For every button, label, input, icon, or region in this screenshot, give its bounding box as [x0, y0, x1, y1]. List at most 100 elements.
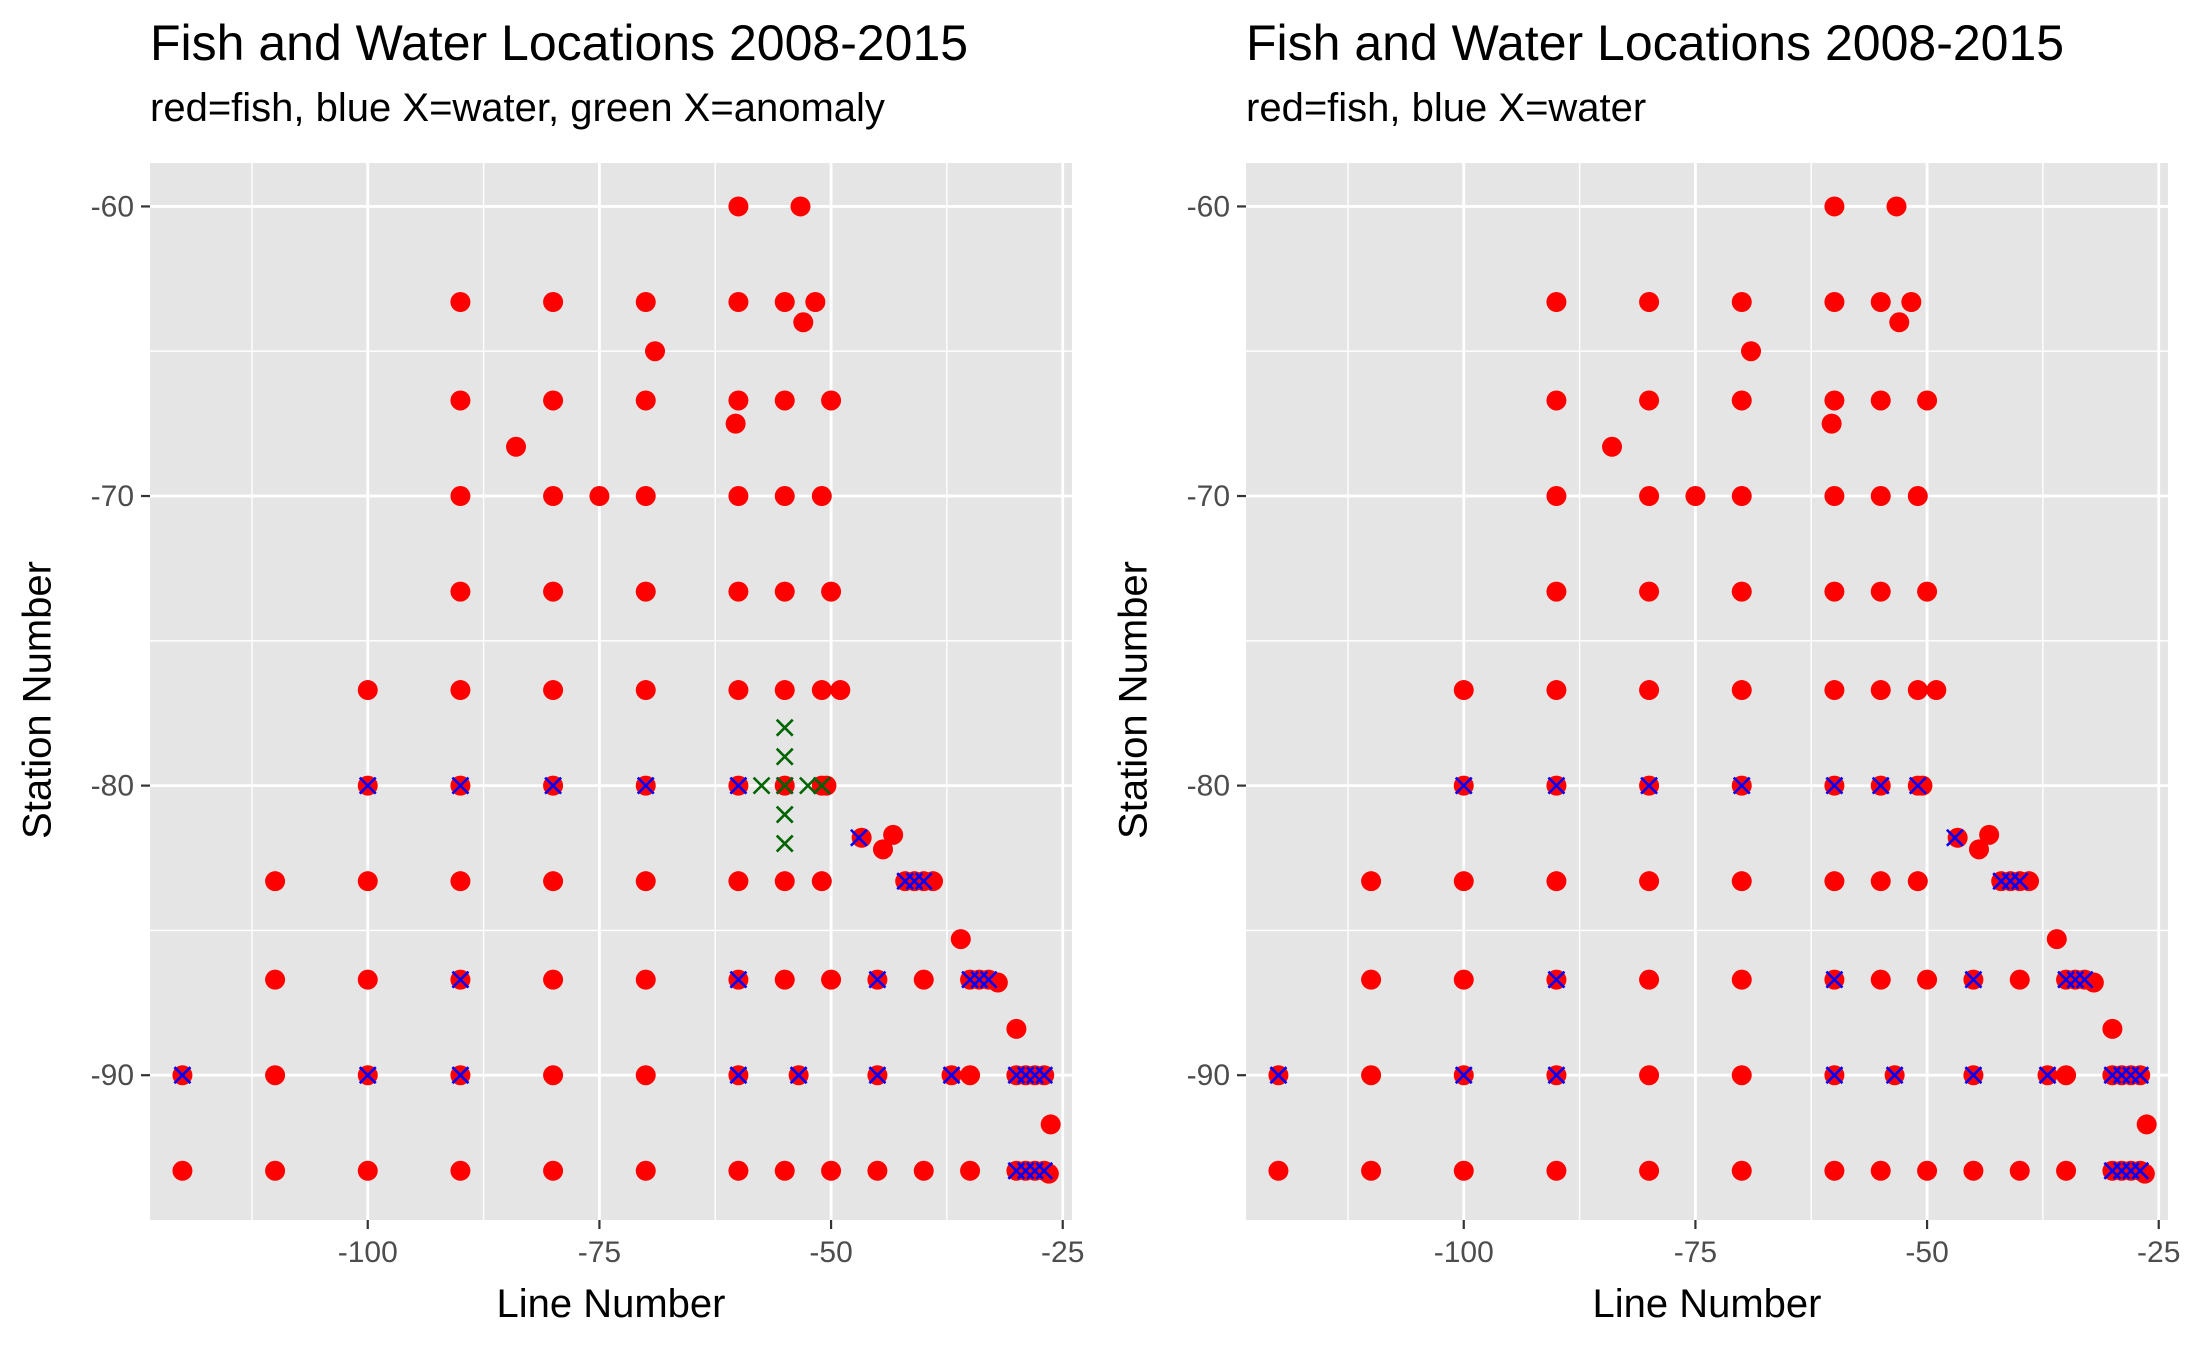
water-point	[1825, 970, 1844, 989]
water-point	[868, 1066, 887, 1085]
water-point	[2131, 1161, 2150, 1180]
fish-point	[913, 1160, 934, 1181]
fish-point	[357, 871, 378, 892]
fish-point	[805, 292, 826, 313]
fish-point	[1453, 871, 1474, 892]
fish-point	[1917, 581, 1938, 602]
water-point	[1945, 828, 1964, 847]
fish-point	[1870, 680, 1891, 701]
fish-point	[2019, 871, 2040, 892]
fish-point	[1870, 390, 1891, 411]
fish-point	[2009, 1160, 2030, 1181]
fish-point	[1821, 413, 1842, 434]
x-tick-label: -100	[1434, 1236, 1494, 1269]
fish-point	[1453, 969, 1474, 990]
water-point	[2038, 1066, 2057, 1085]
water-point	[1547, 970, 1566, 989]
fish-point	[635, 486, 656, 507]
fish-point	[1907, 871, 1928, 892]
fish-point	[1731, 390, 1752, 411]
fish-point	[506, 436, 527, 457]
x-tick-label: -50	[1905, 1236, 1948, 1269]
fish-point	[2102, 1018, 2123, 1039]
water-point	[1885, 1066, 1904, 1085]
fish-point	[635, 680, 656, 701]
fish-point	[1731, 486, 1752, 507]
fish-point	[851, 827, 872, 848]
water-point	[979, 970, 998, 989]
fish-point	[2083, 972, 2104, 993]
y-tick-label: -90	[1187, 1059, 1230, 1092]
water-point	[358, 1066, 377, 1085]
fish-point	[1639, 1160, 1660, 1181]
fish-point	[821, 581, 842, 602]
fish-point	[1963, 1160, 1984, 1181]
fish-point	[774, 581, 795, 602]
fish-point	[635, 1065, 656, 1086]
fish-point	[265, 1160, 286, 1181]
axis-ticks: -100 -75 -50 -25 -60 -70 -80 -90	[1187, 190, 2181, 1269]
fish-point	[1824, 581, 1845, 602]
fish-point	[1901, 292, 1922, 313]
fish-point	[1731, 1160, 1752, 1181]
y-tick-label: -60	[1187, 190, 1230, 223]
fish-point	[728, 680, 749, 701]
fish-point	[1639, 871, 1660, 892]
x-tick-label: -100	[338, 1236, 398, 1269]
fish-point	[1917, 390, 1938, 411]
fish-point	[543, 581, 564, 602]
y-tick-label: -60	[91, 190, 134, 223]
scatter-plot-right: -100 -75 -50 -25 -60 -70 -80 -90	[1187, 163, 2181, 1269]
x-tick-label: -75	[1674, 1236, 1717, 1269]
plot-background	[150, 163, 1072, 1220]
fish-point	[1639, 680, 1660, 701]
fish-point	[1731, 1065, 1752, 1086]
anomaly-point	[775, 718, 794, 737]
chart-panel-right: Fish and Water Locations 2008-2015 red=f…	[1096, 0, 2187, 1351]
series-anomaly	[752, 718, 831, 853]
y-tick-label: -90	[91, 1059, 134, 1092]
scatter-plot-left: -100 -75 -50 -25 -60 -70 -80 -90	[91, 163, 1084, 1269]
fish-point	[1979, 824, 2000, 845]
fish-point	[728, 1160, 749, 1181]
water-point	[1825, 776, 1844, 795]
water-point	[868, 970, 887, 989]
water-point	[789, 1066, 808, 1085]
anomaly-point	[775, 776, 794, 795]
fish-point	[867, 1160, 888, 1181]
water-point	[451, 1066, 470, 1085]
x-axis-label: Line Number	[496, 1282, 726, 1326]
chart-subtitle: red=fish, blue X=water, green X=anomaly	[150, 86, 885, 130]
fish-point	[543, 1065, 564, 1086]
fish-point	[1361, 871, 1382, 892]
fish-point	[960, 1160, 981, 1181]
fish-point	[1546, 680, 1567, 701]
water-point	[1547, 1066, 1566, 1085]
water-point	[1454, 776, 1473, 795]
fish-point	[172, 1160, 193, 1181]
fish-point	[1824, 680, 1845, 701]
fish-point	[1639, 581, 1660, 602]
fish-point	[2056, 1160, 2077, 1181]
fish-point	[811, 680, 832, 701]
fish-point	[1361, 1065, 1382, 1086]
fish-point	[1639, 292, 1660, 313]
fish-point	[1907, 680, 1928, 701]
fish-point	[1870, 486, 1891, 507]
fish-point	[2136, 1114, 2157, 1135]
fish-point	[1731, 581, 1752, 602]
fish-point	[635, 292, 656, 313]
fish-point	[1268, 1160, 1289, 1181]
fish-point	[790, 196, 811, 217]
fish-point	[1824, 292, 1845, 313]
fish-point	[774, 390, 795, 411]
fish-point	[950, 929, 971, 950]
fish-point	[450, 1160, 471, 1181]
y-tick-label: -70	[1187, 480, 1230, 513]
water-point	[1640, 776, 1659, 795]
fish-point	[728, 390, 749, 411]
fish-point	[821, 969, 842, 990]
fish-point	[816, 775, 837, 796]
fish-point	[1731, 680, 1752, 701]
y-tick-label: -80	[1187, 770, 1230, 803]
